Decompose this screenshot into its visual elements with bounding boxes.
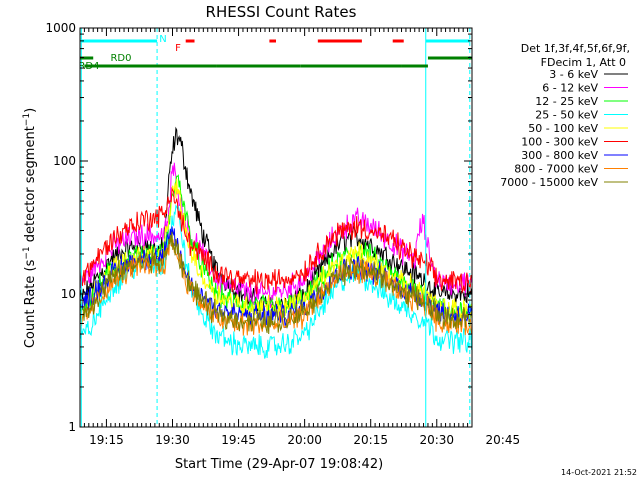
flag-label: F xyxy=(175,43,181,54)
footer-timestamp: 14-Oct-2021 21:52 xyxy=(561,468,637,477)
y-tick-label: 10 xyxy=(61,287,76,301)
flag-label: RD0 xyxy=(110,53,131,64)
y-axis-title-sup: −1 xyxy=(22,246,32,259)
chart-title: RHESSI Count Rates xyxy=(206,3,357,21)
flag-label: RD4 xyxy=(78,61,99,72)
legend-label: 12 - 25 keV xyxy=(535,95,598,108)
legend-label: 6 - 12 keV xyxy=(542,82,598,95)
legend: Det 1f,3f,4f,5f,6f,9f, FDecim 1, Att 0 3… xyxy=(500,42,630,189)
legend-label: 300 - 800 keV xyxy=(521,149,598,162)
legend-header-line-2: FDecim 1, Att 0 xyxy=(541,56,626,69)
x-tick-label: 20:00 xyxy=(287,433,322,447)
series-line xyxy=(79,162,473,309)
legend-label: 3 - 6 keV xyxy=(549,68,598,81)
y-axis-title: Count Rate (s−1 detector segment−1) xyxy=(22,108,38,348)
y-tick-label: 100 xyxy=(53,154,76,168)
y-axis-title-suffix: ) xyxy=(23,108,38,113)
series-line xyxy=(79,231,473,335)
x-tick-label: 19:30 xyxy=(155,433,190,447)
legend-label: 7000 - 15000 keV xyxy=(500,176,598,189)
x-tick-label: 19:15 xyxy=(89,433,124,447)
x-tick-label: 20:15 xyxy=(353,433,388,447)
y-tick-label: 1 xyxy=(68,420,76,434)
legend-label: 50 - 100 keV xyxy=(528,122,598,135)
x-tick-label: 20:45 xyxy=(486,433,521,447)
y-tick-label: 1000 xyxy=(45,21,76,35)
plot-frame xyxy=(79,27,473,428)
flag-label: N xyxy=(159,34,166,45)
x-axis-title: Start Time (29-Apr-07 19:08:42) xyxy=(175,457,383,472)
y-axis-title-mid: detector segment xyxy=(23,126,38,246)
series-line xyxy=(79,237,473,336)
y-axis-title-prefix: Count Rate (s xyxy=(23,259,38,348)
series-line xyxy=(79,187,473,295)
y-axis-title-sup-2: −1 xyxy=(22,113,32,126)
legend-label: 25 - 50 keV xyxy=(535,109,598,122)
x-tick-label: 19:45 xyxy=(221,433,256,447)
x-tick-label: 20:30 xyxy=(419,433,454,447)
legend-label: 800 - 7000 keV xyxy=(514,163,598,176)
legend-label: 100 - 300 keV xyxy=(521,136,598,149)
legend-header-line-1: Det 1f,3f,4f,5f,6f,9f, xyxy=(521,42,630,55)
